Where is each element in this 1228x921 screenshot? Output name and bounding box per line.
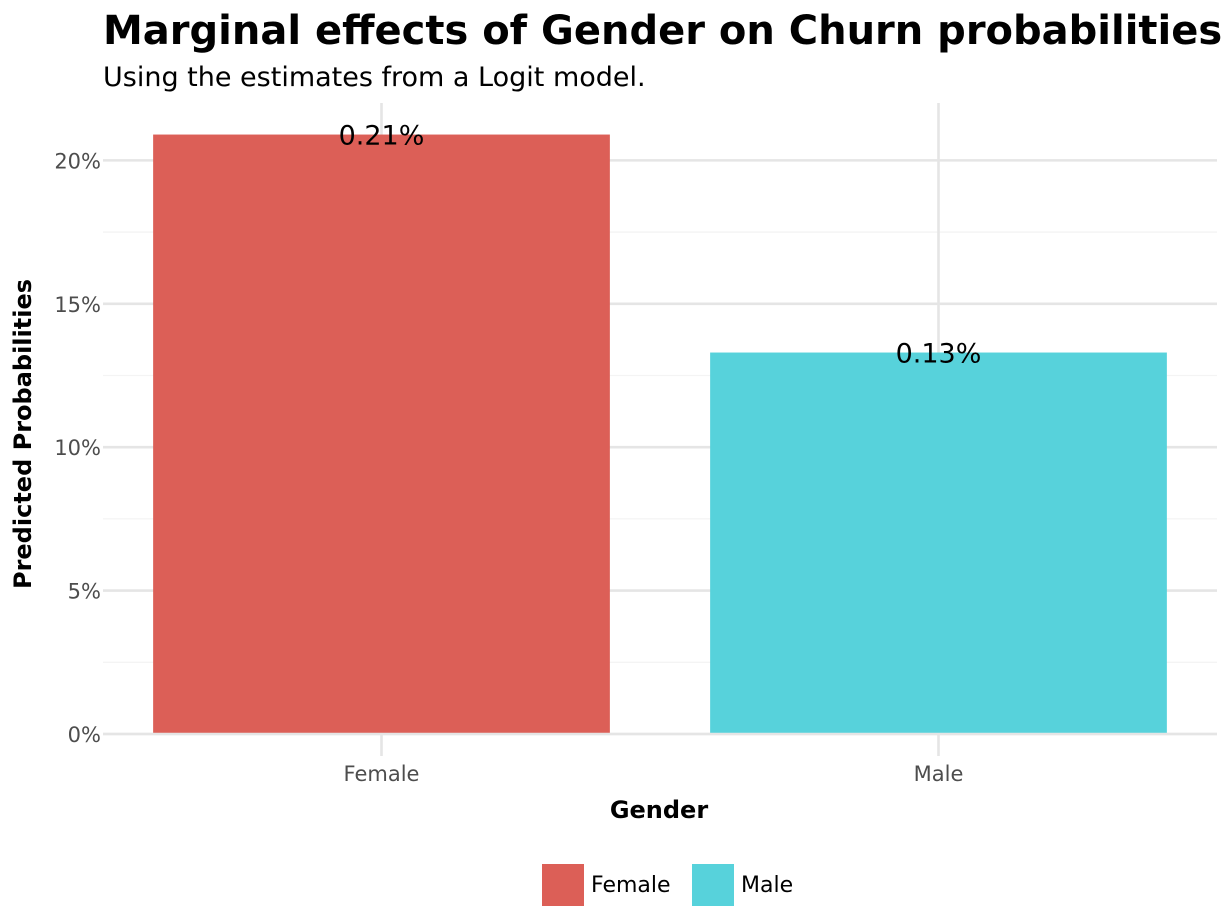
legend-label-male: Male	[741, 873, 793, 898]
x-tick-label-female: Female	[344, 762, 420, 786]
data-label-male: 0.13%	[896, 339, 982, 370]
chart-subtitle: Using the estimates from a Logit model.	[103, 62, 646, 93]
bar-female	[153, 134, 610, 735]
bar-male	[710, 352, 1167, 734]
data-labels: 0.21% 0.13%	[339, 121, 982, 370]
data-label-female: 0.21%	[339, 121, 425, 152]
y-tick-label: 20%	[54, 149, 101, 173]
x-tick-label-male: Male	[914, 762, 964, 786]
legend-key-male	[692, 864, 734, 906]
y-axis-ticks: 0% 5% 10% 15% 20%	[54, 149, 101, 747]
legend-label-female: Female	[591, 873, 671, 898]
legend: Female Male	[542, 864, 793, 906]
chart-title: Marginal effects of Gender on Churn prob…	[103, 8, 1222, 54]
y-tick-label: 10%	[54, 436, 101, 460]
x-axis-ticks: Female Male	[344, 762, 964, 786]
y-tick-label: 0%	[68, 723, 101, 747]
y-tick-label: 5%	[68, 580, 101, 604]
y-axis-title: Predicted Probabilities	[9, 279, 37, 589]
bars	[103, 134, 1217, 736]
x-axis-title: Gender	[610, 796, 709, 824]
y-tick-label: 15%	[54, 293, 101, 317]
legend-key-female	[542, 864, 584, 906]
